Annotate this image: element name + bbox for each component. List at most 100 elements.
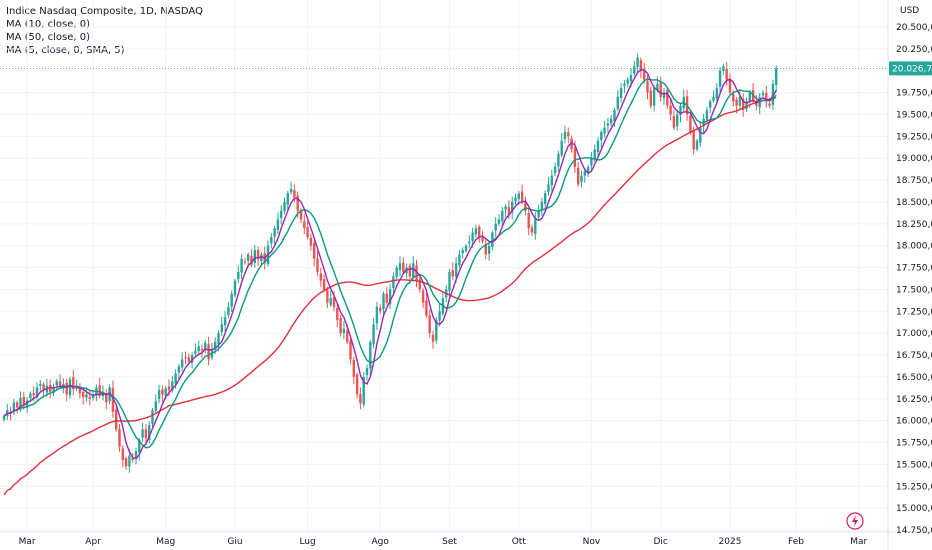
candle-body (157, 390, 161, 399)
candle-body (299, 210, 303, 220)
candle-body (728, 78, 732, 93)
candle-body (306, 226, 309, 237)
candle-body (214, 341, 217, 350)
candle-body (656, 83, 659, 91)
y-tick-label: 15.250,00 (896, 482, 932, 492)
candle-body (590, 158, 593, 166)
candle-body (596, 140, 600, 153)
candle-body (29, 393, 32, 399)
candle-body (148, 425, 151, 441)
candle-body (583, 171, 586, 176)
candle-body (586, 166, 590, 174)
y-tick-label: 17.000,00 (896, 329, 932, 339)
y-tick-label: 17.250,00 (896, 307, 932, 317)
candle-body (39, 383, 42, 386)
candle-body (58, 381, 62, 387)
candle-body (197, 346, 200, 352)
candle-body (42, 384, 45, 391)
candle-body (547, 184, 550, 192)
candle-body (742, 98, 745, 111)
candle-body (662, 92, 666, 98)
candle-body (207, 344, 210, 360)
candle-body (705, 110, 709, 120)
candle-body (497, 219, 501, 224)
y-tick-label: 20.250,00 (896, 45, 932, 55)
candle-body (187, 357, 190, 362)
y-tick-label: 19.250,00 (896, 132, 932, 142)
candle-body (392, 276, 395, 289)
y-tick-label: 16.250,00 (896, 395, 932, 405)
candle-body (19, 397, 22, 410)
candle-body (412, 263, 415, 277)
candle-body (629, 75, 633, 82)
candle-body (580, 175, 583, 183)
candle-body (375, 306, 379, 324)
y-tick-label: 15.750,00 (896, 439, 932, 449)
candle-body (382, 293, 385, 310)
y-tick-label: 15.000,00 (896, 504, 932, 514)
candle-body (570, 138, 573, 150)
candle-body (454, 263, 458, 277)
candle-body (451, 270, 454, 277)
candle-body (105, 393, 108, 403)
candle-body (603, 127, 606, 134)
x-tick-label: Lug (299, 537, 315, 547)
candle-body (134, 451, 138, 460)
candle-body (425, 300, 428, 316)
y-tick-label: 14.750,00 (896, 526, 932, 536)
candle-body (174, 373, 177, 384)
candle-body (177, 366, 181, 373)
candle-body (316, 258, 319, 272)
candle-body (771, 83, 775, 105)
candle-body (118, 428, 121, 447)
candle-body (161, 389, 164, 395)
candle-body (695, 140, 699, 150)
candle-body (82, 391, 85, 398)
candle-body (22, 396, 25, 405)
candle-body (408, 265, 412, 277)
candle-body (181, 359, 184, 368)
y-tick-label: 15.500,00 (896, 460, 932, 470)
candle-body (699, 127, 702, 143)
x-tick-label: Mar (850, 537, 867, 547)
candle-body (659, 82, 662, 97)
candle-body (289, 188, 293, 193)
candle-body (487, 245, 491, 254)
legend-ma10: MA (10, close, 0) (6, 19, 91, 30)
legend-ma50: MA (50, close, 0) (6, 32, 91, 43)
candle-body (253, 250, 256, 264)
candle-body (372, 324, 375, 345)
candle-body (676, 114, 679, 127)
candle-body (421, 290, 425, 303)
candle-body (342, 328, 346, 334)
candle-body (491, 232, 494, 247)
candle-body (606, 123, 610, 126)
x-tick-label: Apr (85, 537, 101, 547)
candle-body (362, 376, 365, 405)
candle-body (65, 382, 68, 395)
candle-body (309, 237, 313, 246)
candle-body (296, 195, 299, 211)
candle-body (355, 374, 359, 395)
candle-body (336, 308, 339, 321)
candle-body (32, 393, 35, 396)
ma5-line (3, 69, 777, 460)
candle-body (468, 241, 471, 244)
candle-body (474, 228, 478, 235)
lightning-icon[interactable] (846, 512, 864, 530)
y-tick-label: 18.500,00 (896, 198, 932, 208)
y-tick-label: 16.500,00 (896, 373, 932, 383)
candle-body (385, 293, 388, 303)
candle-body (494, 223, 497, 231)
x-tick-label: 2025 (719, 537, 742, 547)
candle-body (775, 68, 778, 85)
x-tick-label: Mag (156, 537, 175, 547)
y-tick-label: 17.500,00 (896, 285, 932, 295)
candle-body (649, 90, 652, 106)
candle-body (154, 401, 157, 411)
candle-body (418, 279, 421, 290)
candle-body (339, 317, 342, 334)
candle-body (639, 60, 643, 71)
candle-body (121, 448, 124, 461)
